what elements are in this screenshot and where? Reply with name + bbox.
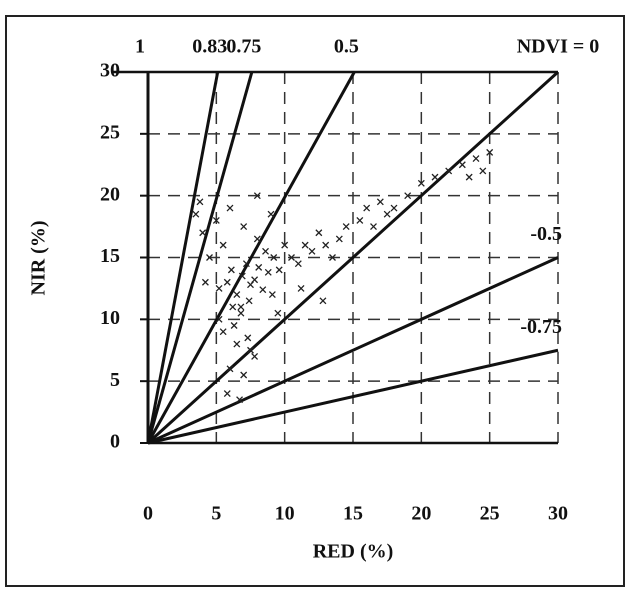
isoline-label: 0.75 bbox=[226, 36, 261, 58]
y-tick-label: 5 bbox=[110, 369, 120, 391]
chart: RED (%) NIR (%) 0 5 10 15 20 25 30 0 5 10 15 20 25 30… bbox=[0, 0, 631, 589]
y-tick-label: 25 bbox=[100, 121, 120, 143]
y-tick-label: 10 bbox=[100, 307, 120, 329]
frame bbox=[6, 16, 624, 586]
y-tick-label: 20 bbox=[100, 183, 120, 205]
y-tick-label: 15 bbox=[100, 245, 120, 267]
x-tick-label: 15 bbox=[343, 503, 363, 525]
y-axis-label: NIR (%) bbox=[28, 221, 50, 296]
isoline-label: -0.75 bbox=[520, 316, 562, 338]
y-tick-label: 30 bbox=[100, 60, 120, 82]
x-tick-label: 25 bbox=[480, 503, 500, 525]
x-tick-label: 5 bbox=[211, 503, 221, 525]
x-axis-label: RED (%) bbox=[313, 541, 394, 563]
isoline-label: 0.83 bbox=[192, 36, 227, 58]
isoline-label: 0.5 bbox=[334, 36, 359, 58]
isoline-label: -0.5 bbox=[530, 223, 562, 245]
isoline-label: 1 bbox=[135, 36, 145, 58]
x-tick-label: 30 bbox=[548, 503, 568, 525]
y-tick-label: 0 bbox=[110, 431, 120, 453]
isoline-label: NDVI = 0 bbox=[517, 36, 600, 58]
x-tick-label: 10 bbox=[275, 503, 295, 525]
x-tick-label: 20 bbox=[411, 503, 431, 525]
x-tick-label: 0 bbox=[143, 503, 153, 525]
